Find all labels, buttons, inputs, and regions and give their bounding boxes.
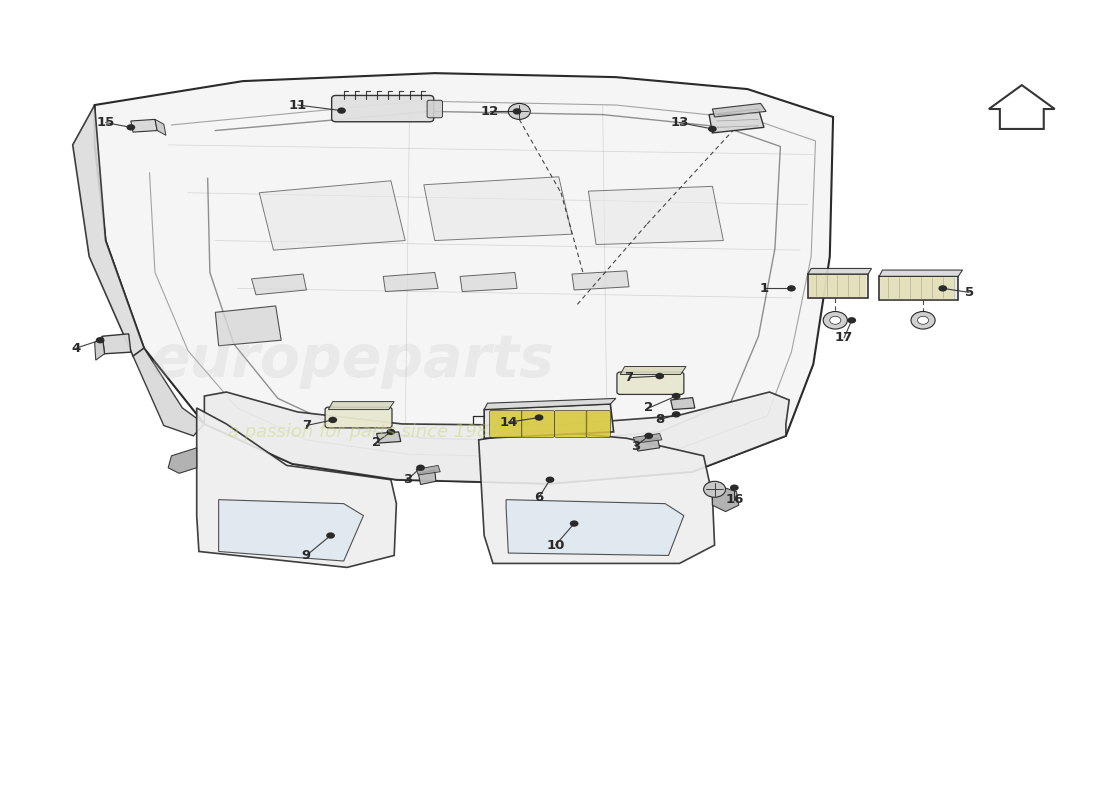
- Polygon shape: [197, 408, 396, 567]
- Text: 13: 13: [670, 116, 689, 129]
- Circle shape: [911, 311, 935, 329]
- Polygon shape: [506, 500, 684, 555]
- Polygon shape: [671, 398, 695, 410]
- Polygon shape: [260, 181, 405, 250]
- FancyBboxPatch shape: [427, 100, 442, 118]
- Polygon shape: [416, 466, 440, 475]
- Circle shape: [786, 285, 795, 291]
- Circle shape: [337, 107, 345, 114]
- Circle shape: [672, 411, 681, 418]
- FancyBboxPatch shape: [617, 372, 684, 394]
- Circle shape: [829, 316, 840, 324]
- Text: 2: 2: [645, 402, 653, 414]
- Text: 7: 7: [301, 419, 311, 432]
- Polygon shape: [879, 277, 958, 300]
- Polygon shape: [95, 336, 104, 360]
- Polygon shape: [989, 85, 1055, 129]
- Text: 3: 3: [631, 440, 640, 453]
- FancyBboxPatch shape: [521, 410, 554, 438]
- FancyBboxPatch shape: [490, 410, 522, 438]
- Text: 16: 16: [725, 493, 744, 506]
- Circle shape: [546, 477, 554, 483]
- Polygon shape: [133, 348, 205, 436]
- Polygon shape: [216, 306, 282, 346]
- Polygon shape: [418, 470, 436, 485]
- Polygon shape: [572, 271, 629, 290]
- Polygon shape: [807, 269, 871, 274]
- Text: 17: 17: [835, 331, 854, 344]
- FancyBboxPatch shape: [586, 410, 611, 438]
- FancyBboxPatch shape: [332, 95, 433, 122]
- Polygon shape: [484, 398, 616, 410]
- Polygon shape: [484, 404, 614, 438]
- Circle shape: [327, 532, 334, 538]
- Text: 7: 7: [625, 371, 634, 384]
- Polygon shape: [713, 103, 767, 117]
- Text: 12: 12: [481, 105, 498, 118]
- Polygon shape: [155, 119, 166, 135]
- Circle shape: [847, 317, 856, 323]
- Circle shape: [96, 337, 104, 343]
- Text: 4: 4: [72, 342, 80, 354]
- Circle shape: [329, 417, 337, 423]
- Text: 8: 8: [656, 414, 664, 426]
- Text: 15: 15: [97, 116, 114, 129]
- Text: 3: 3: [403, 474, 412, 486]
- Polygon shape: [634, 434, 662, 443]
- Text: europeparts: europeparts: [151, 332, 554, 389]
- Polygon shape: [636, 438, 660, 451]
- Text: 1: 1: [759, 282, 769, 295]
- Circle shape: [416, 465, 425, 471]
- Text: a passion for parts since 1985: a passion for parts since 1985: [228, 423, 499, 441]
- Circle shape: [938, 285, 947, 291]
- Text: 10: 10: [547, 538, 564, 551]
- Circle shape: [513, 108, 521, 114]
- Circle shape: [508, 103, 530, 119]
- Polygon shape: [807, 274, 868, 298]
- Polygon shape: [710, 109, 764, 133]
- Polygon shape: [620, 366, 686, 374]
- Text: 5: 5: [965, 286, 974, 299]
- Circle shape: [535, 414, 543, 421]
- Polygon shape: [168, 448, 197, 474]
- Polygon shape: [329, 402, 394, 410]
- FancyBboxPatch shape: [554, 410, 587, 438]
- Circle shape: [704, 482, 726, 498]
- FancyBboxPatch shape: [880, 278, 954, 299]
- Circle shape: [656, 373, 664, 379]
- Circle shape: [672, 393, 681, 399]
- Polygon shape: [376, 432, 400, 443]
- Text: 2: 2: [372, 436, 382, 449]
- Circle shape: [126, 124, 135, 130]
- Circle shape: [386, 429, 395, 435]
- FancyBboxPatch shape: [808, 275, 866, 297]
- Circle shape: [730, 485, 739, 491]
- Polygon shape: [102, 334, 131, 354]
- Polygon shape: [73, 105, 144, 356]
- Circle shape: [823, 311, 847, 329]
- Polygon shape: [252, 274, 307, 294]
- Polygon shape: [131, 119, 157, 132]
- Polygon shape: [95, 73, 833, 484]
- FancyBboxPatch shape: [326, 407, 392, 428]
- Text: 14: 14: [499, 416, 517, 429]
- Polygon shape: [879, 270, 962, 277]
- Circle shape: [708, 126, 717, 132]
- Polygon shape: [219, 500, 363, 561]
- Polygon shape: [460, 273, 517, 291]
- Text: 11: 11: [288, 98, 307, 111]
- Polygon shape: [383, 273, 438, 291]
- Circle shape: [645, 433, 653, 439]
- Circle shape: [570, 520, 579, 526]
- Polygon shape: [424, 177, 572, 241]
- Circle shape: [917, 316, 928, 324]
- Text: 6: 6: [535, 490, 543, 504]
- Polygon shape: [478, 430, 715, 563]
- Text: 9: 9: [301, 549, 311, 562]
- Polygon shape: [713, 484, 739, 512]
- Polygon shape: [588, 186, 724, 245]
- Polygon shape: [205, 392, 789, 484]
